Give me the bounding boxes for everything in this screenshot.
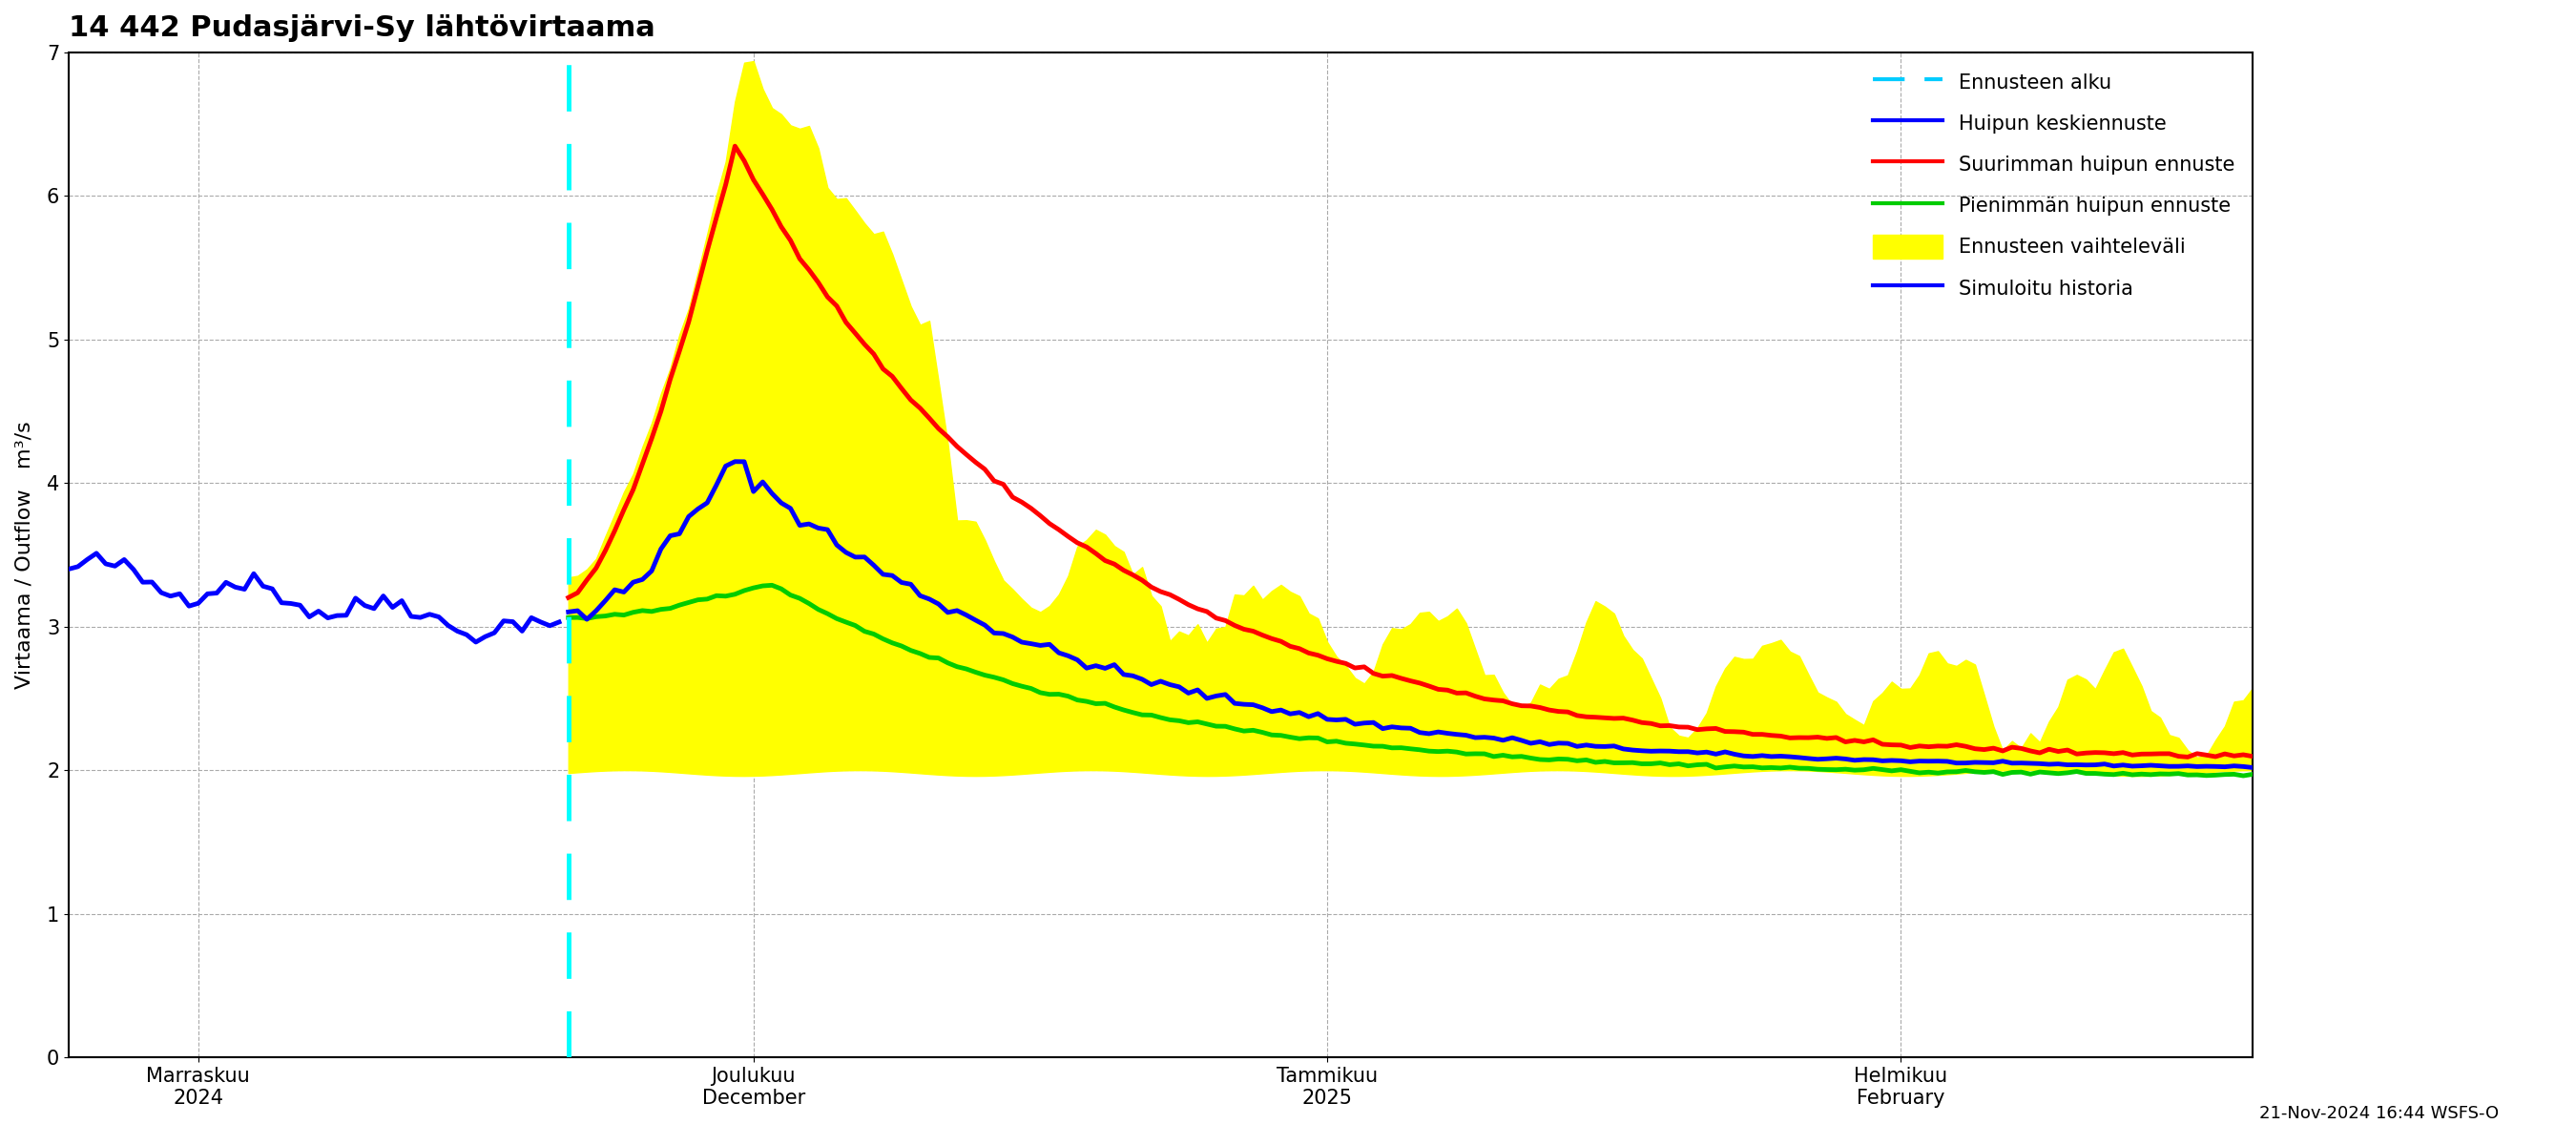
Text: 21-Nov-2024 16:44 WSFS-O: 21-Nov-2024 16:44 WSFS-O: [2259, 1105, 2499, 1122]
Y-axis label: Virtaama / Outflow   m³/s: Virtaama / Outflow m³/s: [15, 420, 33, 688]
Text: 14 442 Pudasjärvi-Sy lähtövirtaama: 14 442 Pudasjärvi-Sy lähtövirtaama: [70, 14, 654, 42]
Legend: Ennusteen alku, Huipun keskiennuste, Suurimman huipun ennuste, Pienimmän huipun : Ennusteen alku, Huipun keskiennuste, Suu…: [1865, 62, 2244, 308]
